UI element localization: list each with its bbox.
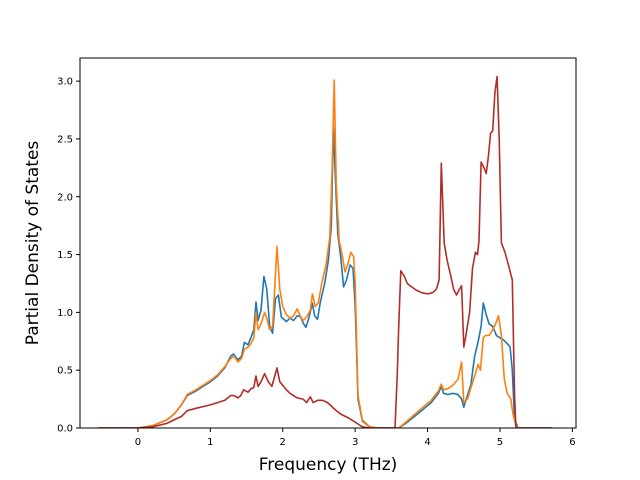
x-tick-label: 0 <box>135 437 141 448</box>
x-tick-label: 2 <box>280 437 286 448</box>
series-line-1 <box>98 126 553 428</box>
x-tick-label: 4 <box>424 437 430 448</box>
y-tick-label: 0.5 <box>57 366 73 377</box>
x-axis-label: Frequency (THz) <box>259 455 398 475</box>
y-tick-label: 0.0 <box>57 424 73 435</box>
y-tick-label: 2.5 <box>57 134 73 145</box>
series-line-2 <box>98 79 553 428</box>
series-line-3 <box>98 75 553 428</box>
x-tick-label: 5 <box>497 437 503 448</box>
y-tick-label: 3.0 <box>57 77 73 88</box>
series-layer <box>98 75 553 428</box>
y-tick-label: 2.0 <box>57 192 73 203</box>
y-axis-label: Partial Density of States <box>23 141 43 346</box>
ticks-layer: 0 1 2 3 4 5 6 0.0 0.5 1.0 1.5 2.0 2.5 3.0 <box>57 77 575 448</box>
plot-frame <box>79 57 577 429</box>
x-tick-label: 1 <box>207 437 213 448</box>
x-tick-label: 3 <box>352 437 358 448</box>
x-tick-label: 6 <box>569 437 575 448</box>
y-tick-label: 1.0 <box>57 308 73 319</box>
y-tick-label: 1.5 <box>57 250 73 261</box>
